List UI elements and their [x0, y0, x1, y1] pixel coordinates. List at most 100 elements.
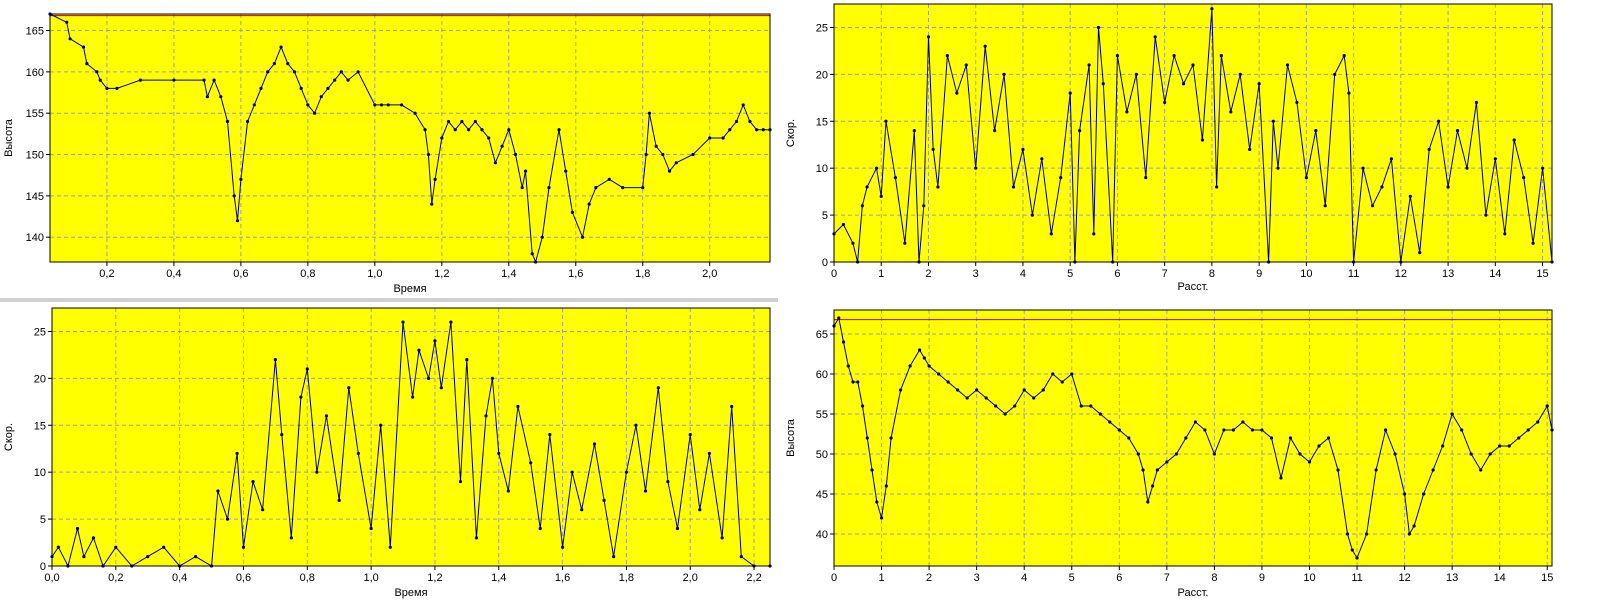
data-point: [292, 70, 297, 74]
x-tick-label: 0,4: [166, 268, 181, 280]
chart-svg: 0 1 2 3 4 5 6 7 8 9 10 11 12 13 14 150510152025Расст.Ск…: [785, 3, 1554, 293]
data-point: [105, 86, 109, 90]
y-tick-label: 10: [34, 467, 46, 479]
data-point: [1323, 204, 1327, 208]
data-point: [91, 536, 96, 540]
data-point: [65, 20, 69, 24]
data-point: [1307, 460, 1312, 464]
data-point: [912, 129, 916, 133]
data-point: [580, 235, 585, 239]
y-tick-label: 5: [822, 210, 828, 222]
data-point: [1144, 175, 1148, 180]
data-point: [449, 320, 453, 324]
data-point: [865, 436, 869, 440]
data-point: [356, 451, 360, 456]
plot-frame: [833, 3, 1553, 263]
data-point: [1231, 428, 1236, 432]
chart-top-left: 0,2 0,4 0,6 0,8 1,0 1,2 1,4 1,6 1,8 2,0 140 145 150 1…: [0, 0, 778, 298]
data-point: [326, 86, 330, 90]
data-point: [401, 320, 405, 324]
data-point: [1210, 7, 1214, 11]
data-point: [530, 252, 534, 256]
data-point: [720, 536, 724, 540]
data-point: [1422, 492, 1426, 496]
x-tick-label: 9: [1256, 268, 1262, 280]
data-point: [426, 376, 431, 380]
y-tick-label: 160: [26, 67, 44, 79]
data-point: [557, 128, 561, 132]
chart-bottom-right: 0 1 2 3 4 5 6 7 8 9 10 11 12 13 14 15 40 45 50 55 60 65 Расст.…: [782, 298, 1560, 602]
data-point: [410, 395, 415, 399]
x-axis-label: Расст.: [1178, 587, 1209, 599]
x-tick-label: 1,4: [491, 572, 506, 584]
data-point: [1333, 72, 1337, 76]
data-point: [333, 78, 337, 82]
data-point: [898, 388, 903, 392]
data-point: [235, 451, 239, 456]
data-point: [172, 78, 176, 82]
data-point: [1465, 166, 1469, 170]
data-point: [1041, 388, 1045, 392]
data-point: [644, 152, 648, 157]
data-point: [1427, 147, 1431, 152]
data-point: [1479, 468, 1483, 472]
data-point: [1248, 147, 1252, 152]
data-point: [1484, 213, 1488, 217]
x-tick-label: 0,8: [300, 572, 315, 584]
chart-svg: 0,2 0,4 0,6 0,8 1,0 1,2 1,4 1,6 1,8 2,0 140 145 150 1…: [3, 12, 772, 295]
x-tick-label: 4: [1021, 572, 1027, 584]
data-point: [347, 386, 351, 390]
data-point: [480, 128, 484, 132]
data-point: [1260, 428, 1264, 432]
data-point: [1522, 175, 1526, 180]
data-point: [884, 484, 888, 488]
data-point: [379, 103, 384, 107]
data-point: [654, 144, 658, 148]
data-point: [286, 62, 290, 66]
x-tick-label: 13: [1442, 268, 1454, 280]
data-point: [841, 222, 846, 227]
data-point: [922, 204, 926, 208]
data-point: [965, 396, 969, 400]
data-point: [1389, 157, 1393, 161]
data-point: [1446, 185, 1450, 189]
data-point: [1101, 82, 1105, 86]
data-point: [560, 545, 565, 549]
data-point: [1503, 232, 1507, 236]
data-point: [612, 555, 616, 559]
data-point: [1146, 500, 1150, 504]
data-point: [162, 545, 166, 549]
data-point: [138, 78, 143, 82]
data-point: [146, 555, 150, 559]
data-point: [1540, 166, 1545, 170]
x-tick-label: 2: [926, 572, 932, 584]
data-point: [1250, 428, 1255, 432]
data-point: [865, 185, 869, 189]
data-point: [1089, 404, 1093, 408]
x-tick-label: 0: [831, 572, 837, 584]
data-point: [1002, 72, 1006, 76]
data-point: [748, 119, 752, 124]
y-axis-label: Скор.: [3, 423, 15, 451]
y-tick-label: 55: [816, 409, 828, 421]
plot-area: [834, 4, 1552, 262]
data-point: [324, 414, 329, 418]
data-point: [647, 111, 652, 115]
data-point: [205, 95, 209, 99]
data-point: [1370, 204, 1375, 208]
data-point: [1212, 452, 1216, 456]
data-point: [1059, 175, 1063, 180]
data-point: [299, 395, 303, 399]
chart-top-right: 0 1 2 3 4 5 6 7 8 9 10 11 12 13 14 15 0 5 10 15 20 25 Расст. Ск…: [782, 0, 1560, 296]
data-point: [1455, 129, 1460, 133]
data-point: [879, 516, 884, 520]
data-point: [1032, 396, 1036, 400]
data-point: [1345, 532, 1350, 536]
y-tick-label: 50: [816, 449, 828, 461]
data-point: [1229, 110, 1233, 114]
data-point: [506, 489, 510, 493]
data-point: [400, 103, 404, 107]
data-point: [1193, 420, 1197, 424]
data-point: [903, 241, 907, 245]
chart-svg: 0,0 0,2 0,4 0,6 0,8 1,0 1,2 1,4 1,6 1,8 2,0 2,2 0 5 10…: [3, 307, 772, 599]
